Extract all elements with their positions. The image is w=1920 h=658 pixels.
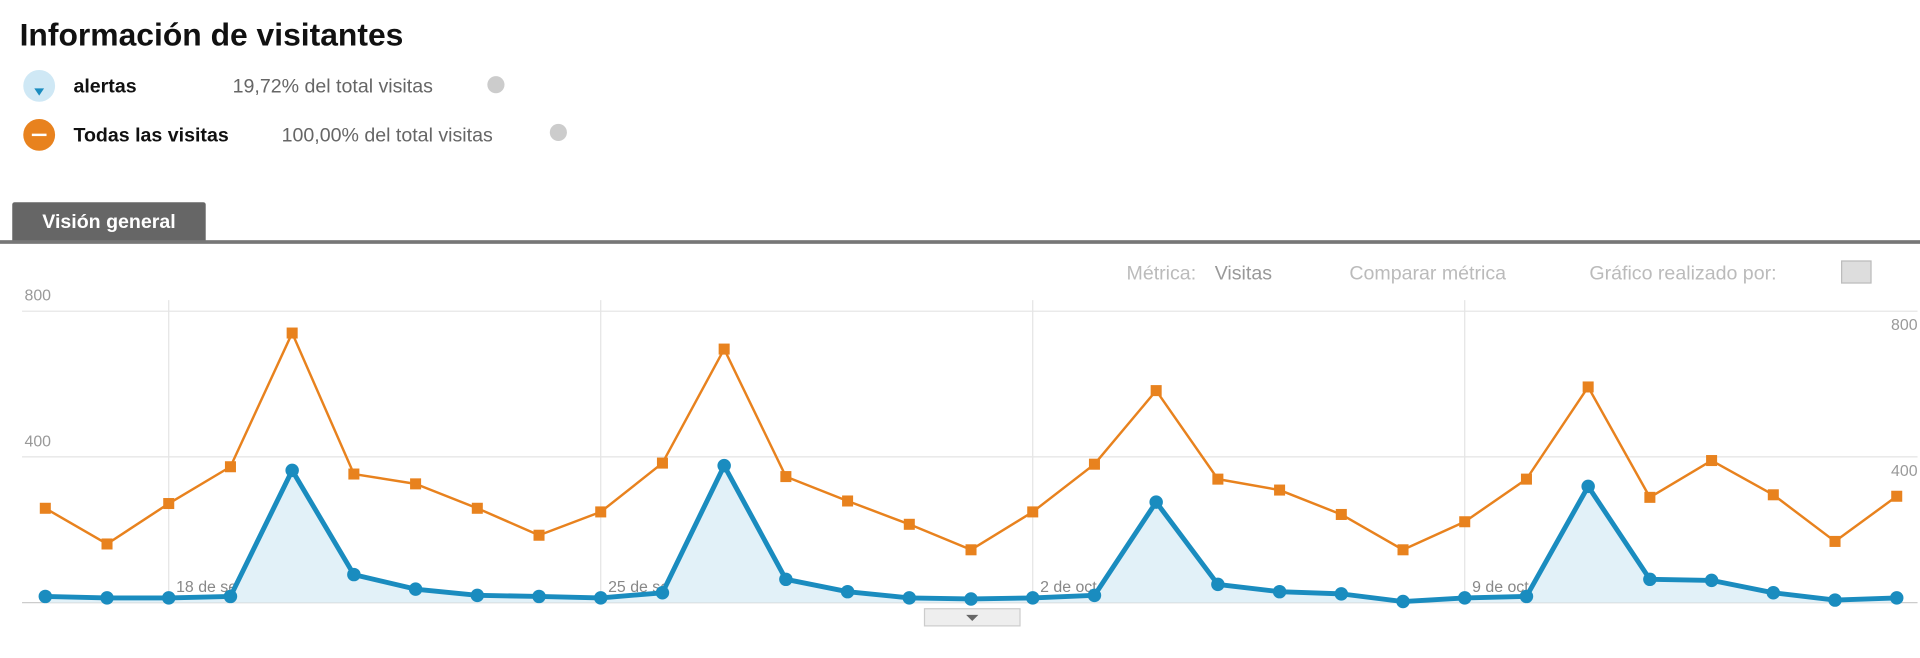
chart-by: Gráfico realizado por: — [1589, 263, 1776, 285]
point — [842, 495, 854, 507]
y-tick-label: 400 — [24, 433, 51, 450]
point — [410, 478, 422, 490]
point — [656, 457, 668, 469]
resize-arrow — [966, 614, 979, 621]
tab-label[interactable]: Visión general — [42, 211, 175, 233]
point — [1026, 591, 1040, 605]
point — [223, 589, 238, 604]
point — [1644, 491, 1656, 503]
point — [286, 327, 298, 339]
point — [533, 529, 545, 541]
segment-share: 100,00% del total visitas — [282, 124, 493, 146]
point — [1766, 586, 1781, 600]
point — [224, 461, 236, 473]
point — [162, 591, 176, 605]
point — [1396, 594, 1410, 609]
compare-metric[interactable]: Comparar métrica — [1349, 263, 1506, 285]
point — [1087, 588, 1102, 603]
point — [1027, 506, 1039, 518]
point — [1459, 516, 1471, 528]
metric-value[interactable]: Visitas — [1215, 263, 1273, 285]
segment-share: 19,72% del total visitas — [233, 75, 433, 97]
y-tick-label-right: 800 — [1891, 317, 1918, 334]
point — [595, 506, 607, 518]
point — [471, 502, 483, 514]
point — [965, 544, 977, 556]
point — [717, 458, 731, 473]
point — [655, 586, 670, 600]
point — [1891, 490, 1903, 502]
point — [1212, 473, 1224, 485]
point — [348, 468, 360, 480]
tab-bar — [0, 240, 1920, 244]
point — [408, 582, 423, 596]
point — [779, 572, 793, 587]
point — [1458, 591, 1472, 605]
x-tick-label: 2 de oct — [1040, 579, 1097, 596]
point — [1706, 455, 1718, 467]
point — [1767, 489, 1779, 501]
remove-segment[interactable] — [487, 76, 505, 94]
point — [1828, 593, 1842, 607]
page-title: Información de visitantes — [20, 16, 404, 52]
point — [1274, 484, 1286, 496]
point — [163, 498, 175, 510]
point — [1704, 573, 1719, 588]
point — [840, 584, 855, 599]
point — [1149, 495, 1163, 509]
point — [1335, 508, 1347, 520]
point — [903, 518, 915, 530]
point — [470, 588, 485, 603]
point — [1581, 479, 1595, 494]
point — [1397, 544, 1409, 556]
point — [964, 592, 978, 606]
series-line — [44, 331, 1898, 552]
point — [532, 589, 546, 604]
point — [101, 538, 113, 550]
point — [39, 502, 51, 514]
point — [1890, 591, 1904, 605]
point — [718, 343, 730, 355]
point — [1272, 584, 1287, 599]
segment-icon — [23, 69, 56, 102]
remove-segment[interactable] — [549, 123, 567, 141]
tab[interactable] — [12, 202, 206, 243]
x-tick-label: 9 de oct — [1472, 579, 1529, 596]
point — [780, 471, 792, 483]
point — [1150, 385, 1162, 397]
point — [594, 591, 608, 605]
segment-name: Todas las visitas — [73, 124, 228, 146]
point — [1211, 577, 1225, 592]
point — [347, 567, 361, 582]
point — [1088, 458, 1100, 470]
y-tick-label-right: 400 — [1891, 463, 1918, 480]
segment-icon-arrow — [34, 88, 45, 96]
point — [100, 591, 114, 605]
point — [1582, 381, 1594, 393]
point — [1643, 572, 1657, 587]
y-tick-label: 800 — [24, 288, 51, 305]
point — [38, 589, 53, 604]
metric-label: Métrica: — [1127, 263, 1197, 285]
chart-type-button[interactable] — [1841, 260, 1872, 284]
point — [1334, 587, 1349, 601]
point — [1519, 589, 1534, 604]
series-area — [45, 465, 1897, 603]
segment-name: alertas — [73, 75, 136, 97]
point — [1829, 535, 1841, 547]
point — [1520, 473, 1532, 485]
point — [902, 591, 917, 605]
point — [285, 463, 299, 478]
